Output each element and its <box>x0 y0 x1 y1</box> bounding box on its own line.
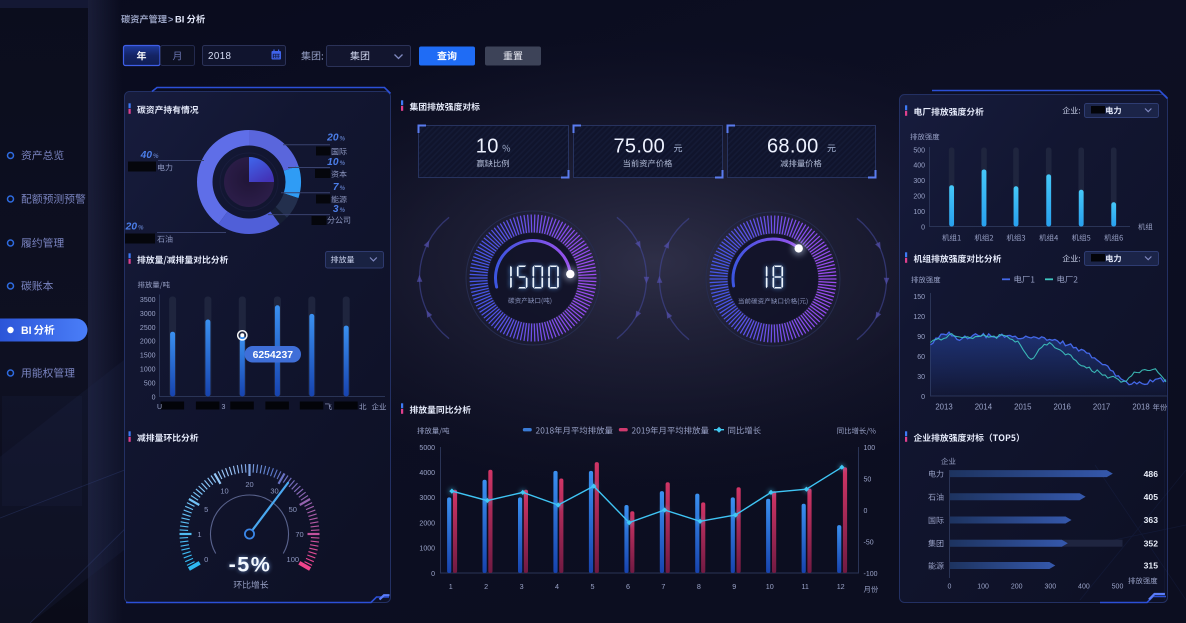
svg-text:20: 20 <box>125 222 138 233</box>
svg-text:9: 9 <box>732 582 736 591</box>
svg-text:100: 100 <box>977 584 989 591</box>
svg-text:75.00: 75.00 <box>614 136 666 158</box>
svg-text:0: 0 <box>204 555 208 564</box>
svg-text:200: 200 <box>913 194 925 201</box>
svg-text:0: 0 <box>921 394 925 401</box>
svg-text:0: 0 <box>948 584 952 591</box>
svg-text:%: % <box>340 136 346 143</box>
svg-text:300: 300 <box>1044 584 1056 591</box>
svg-text:200: 200 <box>1011 584 1023 591</box>
svg-text:2017: 2017 <box>1093 403 1110 412</box>
svg-text:12: 12 <box>837 582 845 591</box>
svg-text:2000: 2000 <box>419 520 435 527</box>
svg-text:2016: 2016 <box>1054 403 1071 412</box>
svg-text:1500: 1500 <box>140 353 156 360</box>
svg-text:20: 20 <box>245 480 253 489</box>
svg-text:>: > <box>168 15 173 25</box>
svg-text:3: 3 <box>222 404 226 411</box>
svg-text:BI: BI <box>21 325 32 337</box>
svg-text:20: 20 <box>326 133 339 144</box>
svg-text:2015: 2015 <box>1014 403 1032 412</box>
svg-text:400: 400 <box>913 163 925 170</box>
svg-text:2000: 2000 <box>140 339 156 346</box>
svg-text:30: 30 <box>270 487 278 496</box>
svg-text:5: 5 <box>204 505 208 514</box>
svg-text:U: U <box>157 404 162 411</box>
svg-text:2018: 2018 <box>208 51 232 62</box>
svg-text:1000: 1000 <box>140 367 156 374</box>
svg-text:10: 10 <box>220 487 228 496</box>
svg-text:-5%: -5% <box>229 553 272 577</box>
svg-text:11: 11 <box>801 582 808 591</box>
svg-text:2014: 2014 <box>975 403 993 412</box>
svg-text:6254237: 6254237 <box>253 350 294 361</box>
svg-text:100: 100 <box>864 445 876 452</box>
svg-text:352: 352 <box>1144 538 1159 548</box>
svg-text:150: 150 <box>913 294 925 301</box>
svg-text:0: 0 <box>431 571 435 578</box>
svg-text:2018: 2018 <box>1132 403 1149 412</box>
svg-text:BI: BI <box>175 14 184 25</box>
svg-text:%: % <box>340 207 346 214</box>
svg-text:100: 100 <box>913 209 925 216</box>
svg-text:50: 50 <box>289 505 297 514</box>
svg-text:400: 400 <box>1078 584 1090 591</box>
svg-text:50: 50 <box>864 476 872 483</box>
svg-text:8: 8 <box>697 582 701 591</box>
svg-text:3500: 3500 <box>140 297 156 304</box>
svg-text:6: 6 <box>626 582 630 591</box>
svg-text:3: 3 <box>333 204 339 215</box>
svg-text:3: 3 <box>520 582 524 591</box>
svg-text:486: 486 <box>1144 469 1159 479</box>
svg-text:7: 7 <box>661 582 665 591</box>
svg-text:2: 2 <box>484 582 488 591</box>
svg-text:1000: 1000 <box>419 546 435 553</box>
svg-text:70: 70 <box>295 530 303 539</box>
svg-text:1: 1 <box>449 582 453 591</box>
svg-text:10: 10 <box>327 157 339 168</box>
svg-text:405: 405 <box>1144 492 1159 502</box>
svg-text:0: 0 <box>921 224 925 231</box>
svg-text:3000: 3000 <box>140 311 156 318</box>
svg-text:%: % <box>340 160 346 167</box>
svg-text:30: 30 <box>917 374 925 381</box>
svg-text:5: 5 <box>591 582 595 591</box>
svg-text:10: 10 <box>476 136 499 158</box>
svg-text:0: 0 <box>152 394 156 401</box>
svg-text:500: 500 <box>144 380 156 387</box>
svg-text:500: 500 <box>1112 584 1124 591</box>
svg-text:-5%: -5% <box>229 553 272 577</box>
svg-text:120: 120 <box>913 314 925 321</box>
svg-text:10: 10 <box>766 582 774 591</box>
svg-text:1: 1 <box>197 530 201 539</box>
svg-text:60: 60 <box>917 354 925 361</box>
svg-text:%: % <box>138 225 144 232</box>
svg-text:5000: 5000 <box>419 445 435 452</box>
svg-text:40: 40 <box>140 150 153 161</box>
svg-text:0: 0 <box>864 508 868 515</box>
svg-text:3000: 3000 <box>419 495 435 502</box>
svg-text:7: 7 <box>333 182 340 193</box>
svg-text:4000: 4000 <box>419 470 435 477</box>
svg-text:%: % <box>153 153 159 160</box>
svg-text:100: 100 <box>287 555 300 564</box>
svg-text:-50: -50 <box>864 539 874 546</box>
svg-text:315: 315 <box>1144 561 1159 571</box>
svg-text:90: 90 <box>917 334 925 341</box>
svg-text:4: 4 <box>555 582 559 591</box>
svg-text:2500: 2500 <box>140 325 156 332</box>
svg-text:363: 363 <box>1144 515 1159 525</box>
svg-text:-100: -100 <box>864 571 878 578</box>
svg-text:500: 500 <box>913 147 925 154</box>
svg-text:300: 300 <box>913 178 925 185</box>
svg-text:%: % <box>340 185 346 192</box>
svg-text:68.00: 68.00 <box>767 136 819 158</box>
svg-text:2013: 2013 <box>935 403 952 412</box>
